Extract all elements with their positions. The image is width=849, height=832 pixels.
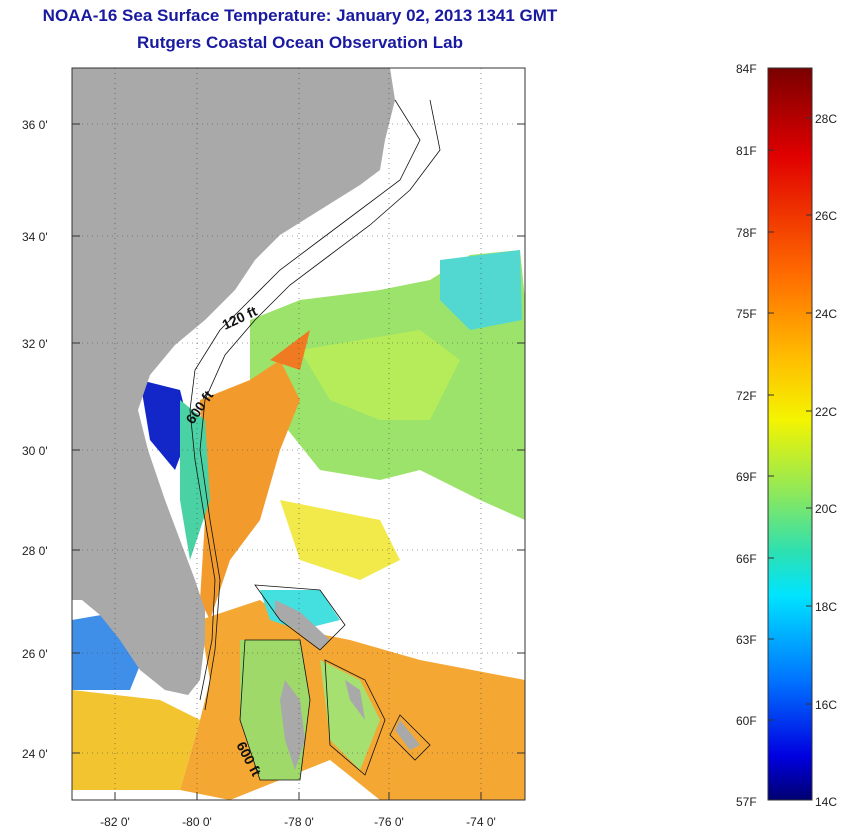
lat-label: 34 0': [22, 230, 48, 244]
colorbar-f-label: 60F: [736, 714, 757, 728]
map-subtitle: Rutgers Coastal Ocean Observation Lab: [137, 33, 463, 52]
lon-label: -76 0': [374, 815, 404, 829]
lat-label: 24 0': [22, 747, 48, 761]
colorbar-f-label: 57F: [736, 795, 757, 809]
colorbar-f-label: 66F: [736, 552, 757, 566]
island-shape: [395, 720, 420, 750]
colorbar-f-label: 72F: [736, 389, 757, 403]
colorbar-c-label: 18C: [815, 600, 837, 614]
colorbar-f-label: 78F: [736, 226, 757, 240]
colorbar-c-label: 22C: [815, 405, 837, 419]
colorbar-f-label: 81F: [736, 144, 757, 158]
colorbar-f-label: 69F: [736, 470, 757, 484]
land-mass: [72, 68, 395, 695]
colorbar-c-label: 20C: [815, 502, 837, 516]
island-shape: [275, 600, 330, 650]
colorbar-c-label: 14C: [815, 795, 837, 809]
axis-ticks: [72, 123, 525, 800]
island-shape: [280, 680, 305, 770]
longitude-labels: -82 0' -80 0' -78 0' -76 0' -74 0': [100, 815, 496, 829]
colorbar-celsius-labels: 28C 26C 24C 22C 20C 18C 16C 14C: [815, 112, 837, 809]
lat-label: 28 0': [22, 544, 48, 558]
latitude-labels: 36 0' 34 0' 32 0' 30 0' 28 0' 26 0' 24 0…: [22, 118, 48, 761]
lat-label: 32 0': [22, 337, 48, 351]
lat-label: 30 0': [22, 444, 48, 458]
lon-label: -78 0': [284, 815, 314, 829]
lon-label: -82 0': [100, 815, 130, 829]
lat-label: 26 0': [22, 647, 48, 661]
colorbar-f-label: 75F: [736, 307, 757, 321]
colorbar-f-label: 63F: [736, 633, 757, 647]
island-shape: [345, 680, 365, 720]
colorbar-c-label: 28C: [815, 112, 837, 126]
depth-contours: [189, 99, 441, 781]
colorbar-c-label: 16C: [815, 698, 837, 712]
map-title: NOAA-16 Sea Surface Temperature: January…: [42, 6, 558, 25]
colorbar: [767, 67, 813, 801]
lat-label: 36 0': [22, 118, 48, 132]
colorbar-fahrenheit-labels: 84F 81F 78F 75F 72F 69F 66F 63F 60F 57F: [736, 62, 757, 809]
colorbar-f-label: 84F: [736, 62, 757, 76]
sst-data-layer: [72, 250, 525, 800]
lon-label: -74 0': [466, 815, 496, 829]
colorbar-c-label: 26C: [815, 209, 837, 223]
lon-label: -80 0': [182, 815, 212, 829]
colorbar-ticks: [768, 117, 812, 721]
colorbar-c-label: 24C: [815, 307, 837, 321]
grid-lines: [72, 68, 525, 800]
